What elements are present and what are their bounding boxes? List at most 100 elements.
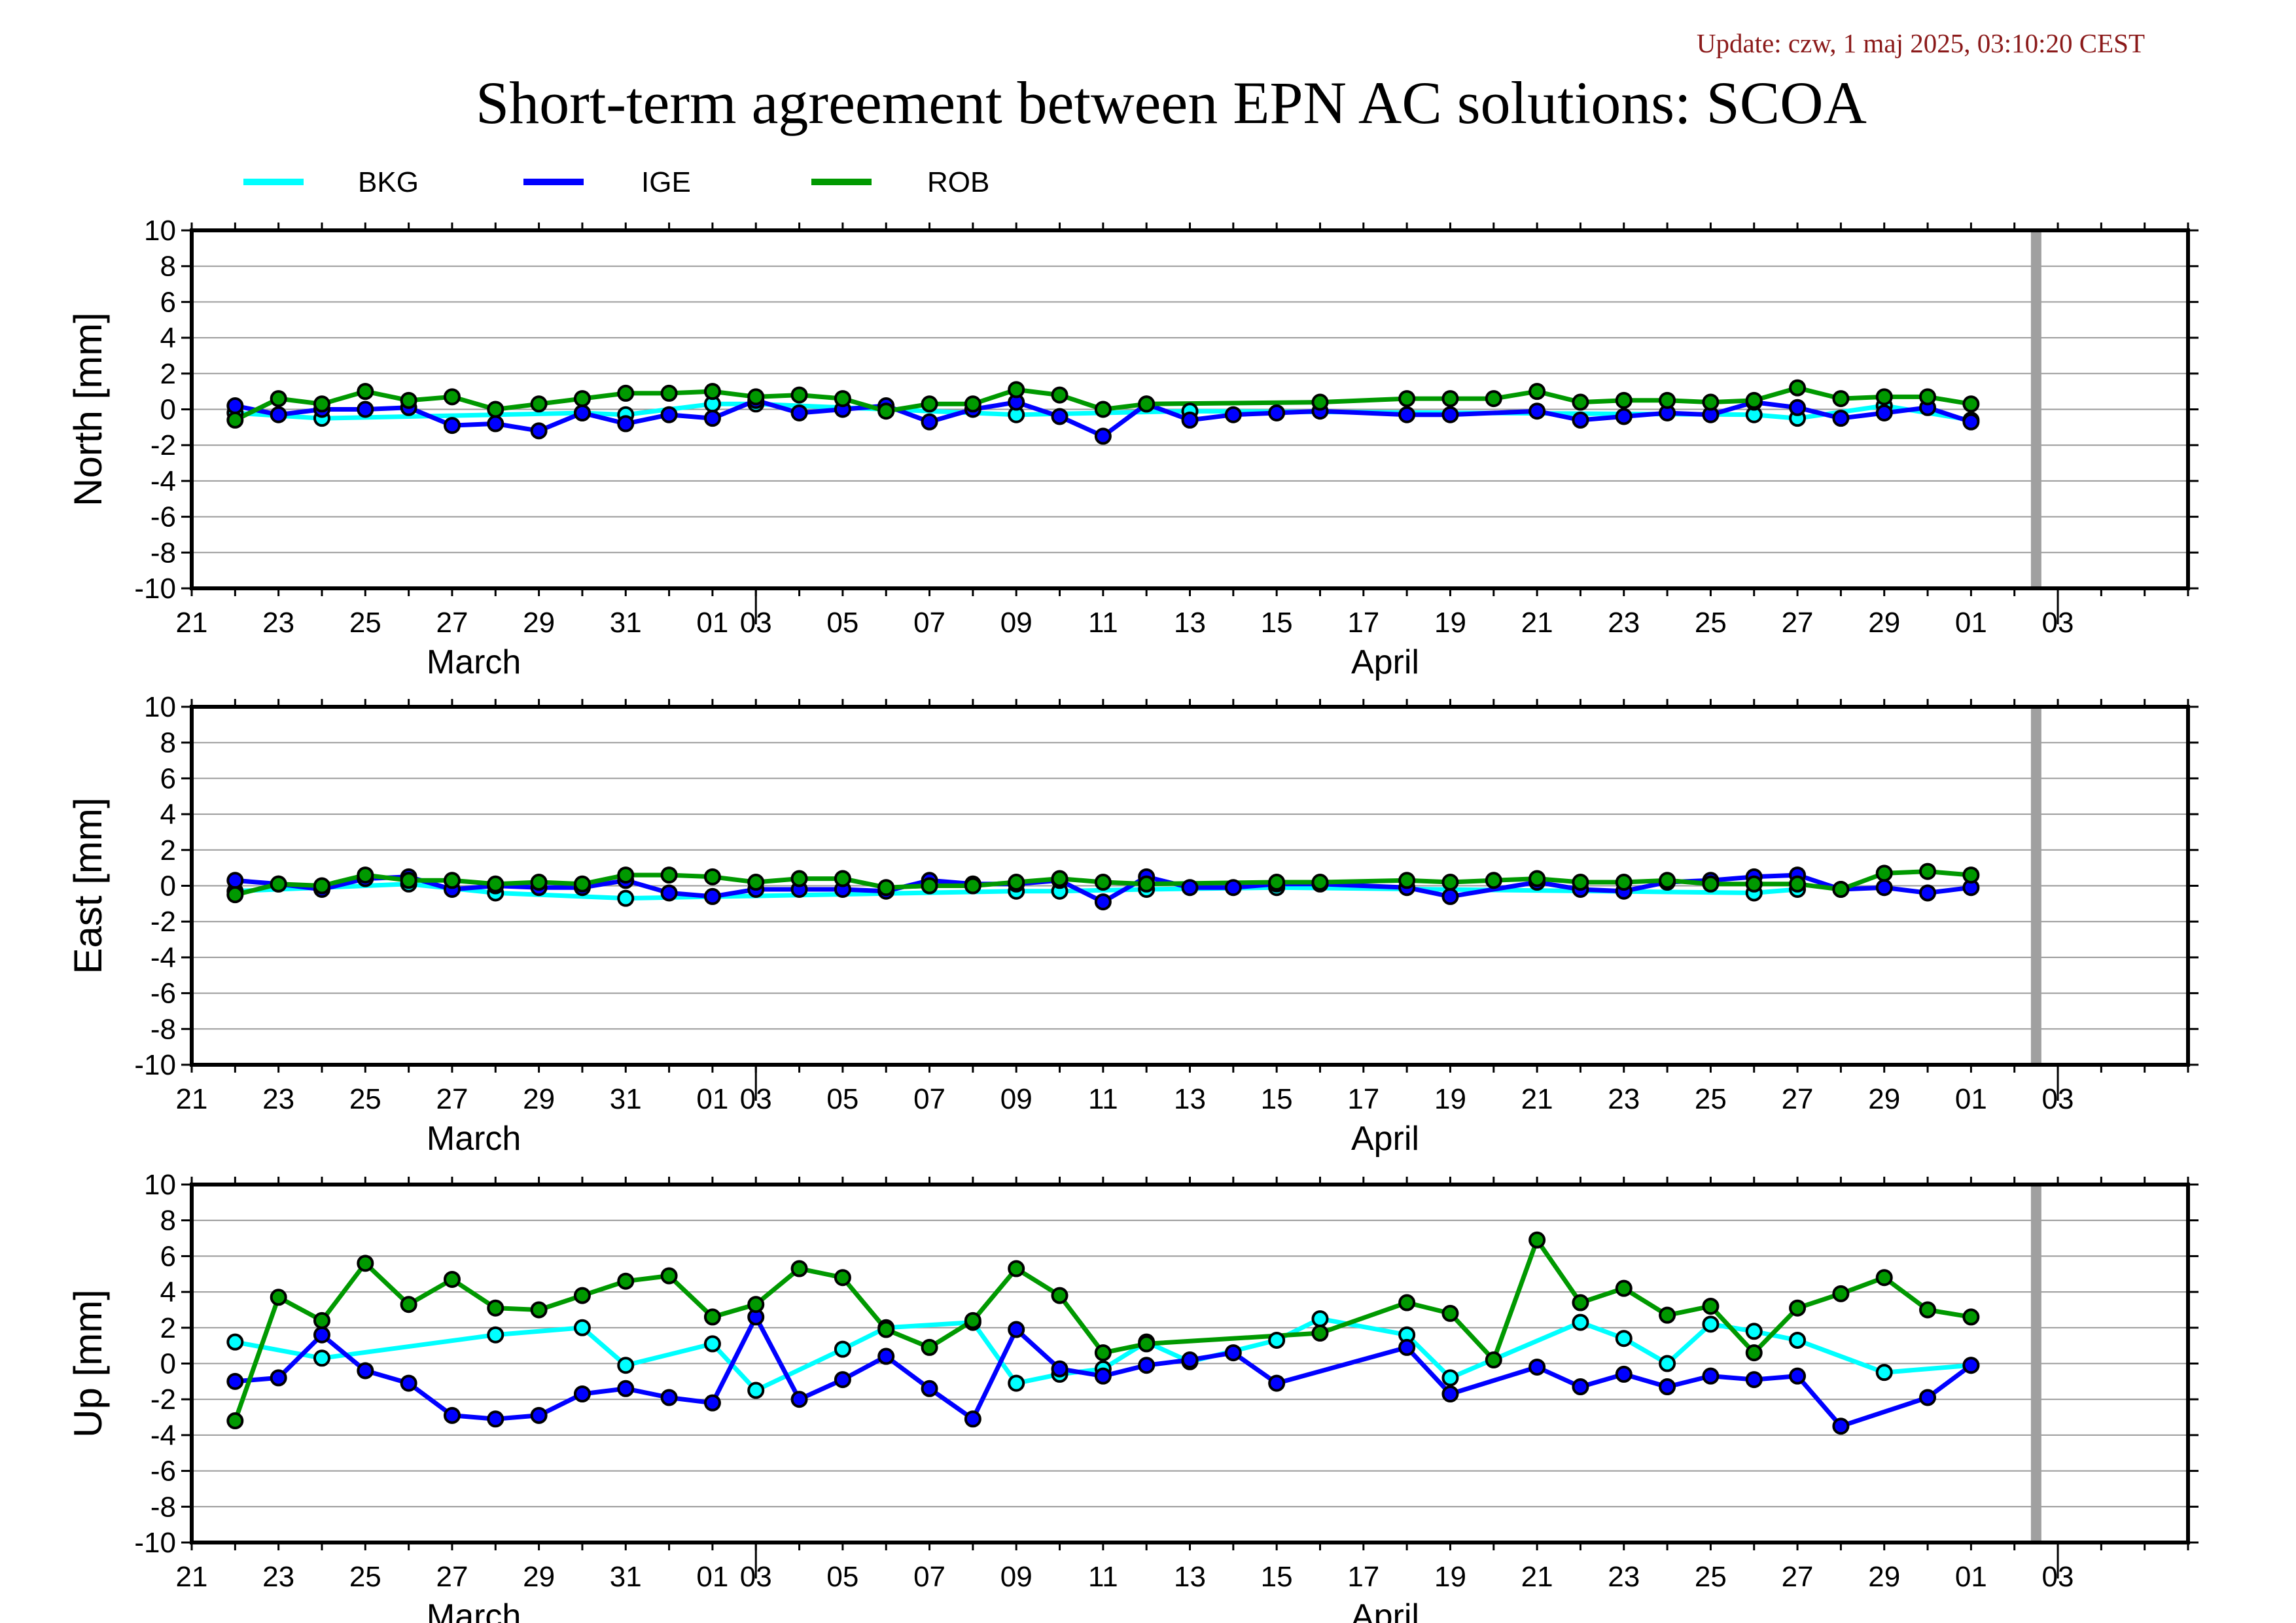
data-point-rob: [660, 384, 678, 402]
data-point-ige: [226, 397, 244, 415]
x-tick-label: 23: [1608, 607, 1640, 639]
plot-area: [226, 379, 1980, 445]
x-tick-label: 07: [913, 607, 945, 639]
x-tick-label: 03: [2042, 1083, 2074, 1115]
data-point-rob: [1528, 1231, 1546, 1249]
y-tick-label: 4: [160, 798, 176, 830]
x-tick-label: 23: [262, 1561, 294, 1593]
x-tick-label: 27: [1782, 607, 1814, 639]
x-tick-label: 25: [349, 1083, 381, 1115]
data-point-ige: [1268, 404, 1286, 421]
x-tick-label: 27: [436, 1561, 468, 1593]
y-tick-label: -2: [150, 1383, 176, 1416]
panel-east: 10 86 4 2 0 -2 -4 -6-8 -10 East [mm] 21 23 25 27 29 31 0…: [66, 691, 2199, 1158]
x-tick-label: 09: [1000, 607, 1033, 639]
data-point-ige: [443, 417, 461, 435]
data-point-ige: [964, 1410, 981, 1428]
x-tick-label: 25: [349, 1561, 381, 1593]
data-point-bkg: [226, 1333, 244, 1351]
data-point-rob: [1572, 1294, 1589, 1311]
data-point-ige: [1181, 879, 1199, 897]
data-point-bkg: [703, 1335, 721, 1353]
x-tick-label: 05: [826, 607, 858, 639]
data-point-rob: [1528, 383, 1546, 401]
y-tick-label: 10: [144, 1169, 176, 1201]
data-point-ige: [1962, 1357, 1980, 1374]
y-tick-label: -2: [150, 906, 176, 938]
data-point-ige: [703, 887, 721, 905]
data-point-rob: [834, 1269, 851, 1287]
data-point-rob: [1789, 1299, 1807, 1317]
plot-area: [226, 1231, 1980, 1435]
data-point-rob: [1659, 1306, 1676, 1324]
data-point-bkg: [1311, 1310, 1329, 1328]
data-point-ige: [1268, 1374, 1286, 1392]
x-tick-label: 15: [1261, 1083, 1293, 1115]
x-tick-label: 25: [1695, 607, 1727, 639]
data-point-ige: [1138, 1357, 1156, 1374]
x-tick-label: 29: [523, 607, 555, 639]
data-point-rob: [1138, 1335, 1156, 1353]
y-tick-label: 0: [160, 1348, 176, 1380]
data-point-ige: [617, 415, 635, 433]
data-point-rob: [1138, 395, 1156, 413]
y-tick-label: 10: [144, 215, 176, 247]
data-point-rob: [1094, 874, 1112, 891]
x-tick-label: 13: [1174, 607, 1206, 639]
data-point-rob: [834, 870, 851, 887]
x-tick-label: 05: [826, 1083, 858, 1115]
x-tick-label: 21: [176, 1083, 208, 1115]
data-point-ige: [1919, 1389, 1937, 1406]
data-point-ige: [1789, 399, 1807, 416]
data-point-rob: [617, 1272, 635, 1290]
x-tick-label: 13: [1174, 1083, 1206, 1115]
figure-title: Short-term agreement between EPN AC solu…: [476, 69, 1867, 136]
data-point-ige: [1659, 1378, 1676, 1396]
data-point-ige: [1094, 893, 1112, 911]
data-point-ige: [1572, 1378, 1589, 1396]
data-point-ige: [1094, 427, 1112, 445]
data-point-rob: [877, 402, 895, 420]
data-point-rob: [921, 1338, 938, 1356]
data-point-rob: [1311, 874, 1329, 891]
data-point-ige: [1572, 411, 1589, 429]
data-point-rob: [573, 875, 591, 893]
data-point-ige: [313, 1326, 330, 1344]
data-point-rob: [921, 877, 938, 895]
today-marker: [2030, 1185, 2041, 1543]
data-point-rob: [1919, 1301, 1937, 1319]
data-point-rob: [1008, 1260, 1025, 1277]
data-point-ige: [1919, 884, 1937, 902]
data-point-ige: [703, 1394, 721, 1412]
data-point-rob: [400, 872, 417, 889]
data-point-ige: [1528, 402, 1546, 420]
data-point-ige: [1398, 1338, 1416, 1356]
data-point-bkg: [573, 1319, 591, 1336]
data-point-rob: [964, 395, 981, 413]
data-point-rob: [487, 875, 504, 893]
data-point-rob: [1832, 1285, 1850, 1302]
y-tick-label: -8: [150, 537, 176, 569]
data-point-ige: [790, 1391, 808, 1408]
data-point-rob: [313, 395, 330, 413]
x-tick-label: 19: [1434, 1083, 1466, 1115]
data-point-bkg: [1875, 1364, 1893, 1382]
data-point-rob: [1398, 1294, 1416, 1311]
data-point-rob: [1832, 880, 1850, 898]
data-point-bkg: [1745, 1323, 1763, 1340]
data-point-rob: [1962, 395, 1980, 413]
y-tick-label: 2: [160, 834, 176, 866]
data-point-rob: [443, 872, 461, 889]
data-point-rob: [1572, 874, 1589, 891]
data-point-ige: [1441, 1385, 1459, 1402]
data-point-rob: [1789, 379, 1807, 397]
data-point-rob: [357, 866, 374, 884]
data-point-bkg: [1659, 1355, 1676, 1372]
x-tick-label: 27: [1782, 1083, 1814, 1115]
y-axis-label: Up [mm]: [66, 1289, 110, 1438]
y-tick-label: 10: [144, 691, 176, 723]
data-point-rob: [1311, 1325, 1329, 1342]
x-tick-label: 23: [262, 1083, 294, 1115]
